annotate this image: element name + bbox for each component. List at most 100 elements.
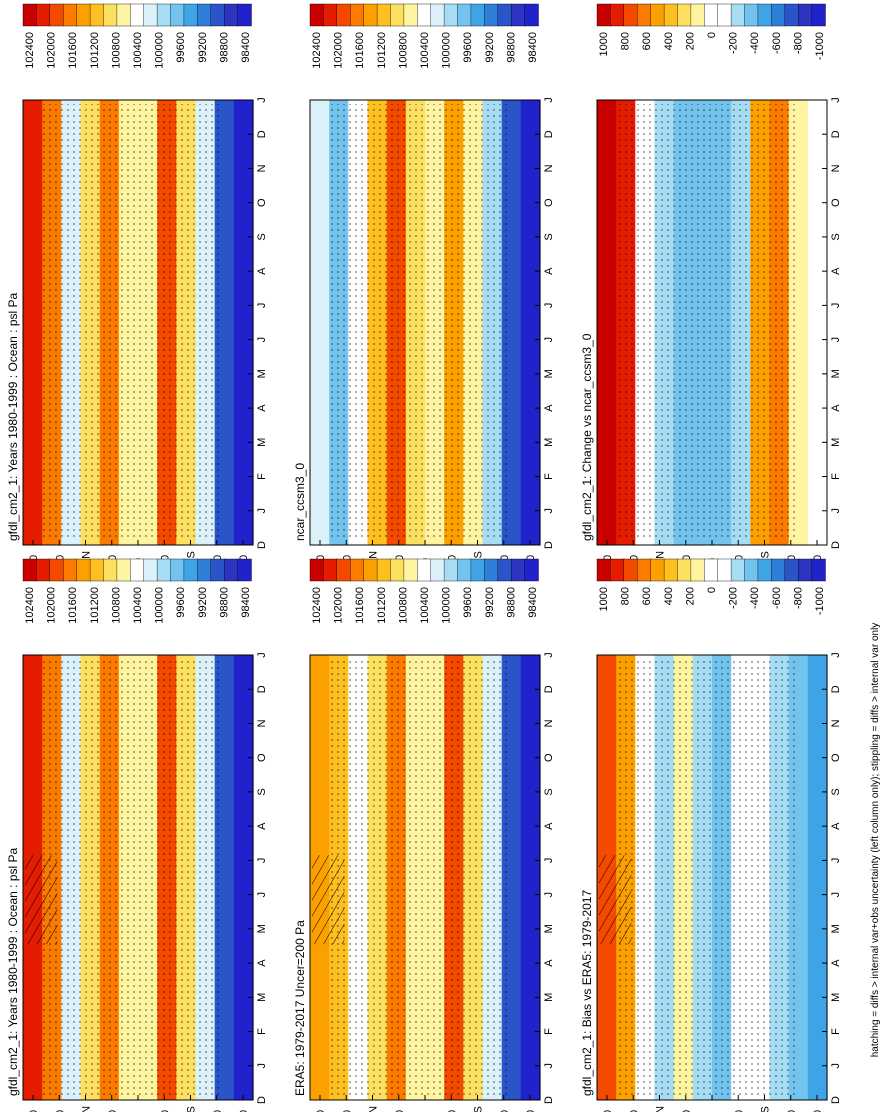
colorbar-swatch bbox=[363, 3, 378, 27]
month-tick-label: M bbox=[543, 369, 555, 378]
colorbar-abs: 102400 102000 101600 101200 100800 100400 1000… bbox=[309, 558, 539, 624]
colorbar-swatch bbox=[730, 3, 746, 27]
colorbar-label: 100000 bbox=[154, 587, 166, 624]
colorbar-label: 200 bbox=[684, 32, 696, 50]
colorbar-label: 800 bbox=[620, 587, 632, 605]
colorbar-label: 100400 bbox=[419, 32, 431, 69]
colorbar-swatch bbox=[443, 3, 459, 27]
lat-tick-label: 20 bbox=[681, 1110, 693, 1112]
month-tick-label: J bbox=[830, 508, 842, 514]
colorbar-label: 99600 bbox=[462, 587, 474, 618]
colorbar-swatch bbox=[623, 558, 638, 582]
lat-tick-label: 80 bbox=[602, 1110, 614, 1112]
month-tick-label: O bbox=[543, 198, 555, 207]
colorbar-label: 101200 bbox=[376, 587, 388, 624]
panel-title: gfdl_cm2_1: Bias vs ERA5: 1979-2017 bbox=[580, 890, 594, 1096]
colorbar-swatch bbox=[309, 3, 325, 27]
month-tick-label: D bbox=[830, 541, 842, 549]
hatching bbox=[312, 855, 345, 945]
colorbar-swatch bbox=[650, 558, 665, 582]
hatching bbox=[599, 855, 632, 945]
month-tick-label: J bbox=[830, 337, 842, 343]
lat-tick-label: 20 bbox=[107, 1110, 119, 1112]
month-tick-label: J bbox=[543, 652, 555, 658]
colorbar-swatch bbox=[237, 558, 252, 582]
colorbar-label: -600 bbox=[771, 587, 783, 609]
colorbar-swatch bbox=[511, 558, 526, 582]
month-tick-label: D bbox=[256, 541, 268, 549]
colorbar-label: 101600 bbox=[67, 587, 79, 624]
month-tick-label: D bbox=[256, 130, 268, 138]
colorbar-diff: 1000 800 600 400 200 0 -200 -400 -600 -800 -1000 bbox=[596, 558, 826, 615]
lat-tick-label: 20 bbox=[733, 1110, 745, 1112]
lat-tick-label: 80 bbox=[525, 1110, 537, 1112]
lat-tick-label: 40S bbox=[186, 1106, 198, 1112]
footer-note: hatching = diffs > internal var+obs unce… bbox=[870, 623, 881, 1058]
colorbar-swatch bbox=[757, 3, 773, 27]
colorbar-swatch bbox=[323, 3, 338, 27]
colorbar-swatch bbox=[390, 3, 405, 27]
colorbar-label: 98800 bbox=[218, 32, 230, 63]
month-tick-label: J bbox=[256, 97, 268, 103]
month-tick-label: A bbox=[830, 822, 842, 830]
colorbar-label: 100400 bbox=[132, 32, 144, 69]
lat-band bbox=[520, 655, 541, 1100]
lat-tick-label: 80 bbox=[238, 1110, 250, 1112]
colorbar-label: 100400 bbox=[419, 587, 431, 624]
month-tick-label: M bbox=[830, 369, 842, 378]
colorbar-swatch bbox=[417, 3, 432, 27]
panel-title: ERA5: 1979-2017 Uncer=200 Pa bbox=[293, 920, 307, 1096]
colorbar-swatch bbox=[596, 3, 612, 27]
colorbar-swatch bbox=[470, 558, 485, 582]
colorbar-label: -400 bbox=[749, 587, 761, 609]
lat-tick-label: 60 bbox=[786, 1110, 798, 1112]
month-tick-label: J bbox=[543, 508, 555, 514]
colorbar-swatch bbox=[210, 558, 225, 582]
panel-model-abs: DJFMAMJJASONDJ806040N2002040S6080gfdl_cm… bbox=[6, 652, 268, 1112]
colorbar-swatch bbox=[798, 3, 813, 27]
month-tick-label: J bbox=[830, 1063, 842, 1069]
colorbar-label: 600 bbox=[641, 32, 653, 50]
lat-tick-label: 40S bbox=[760, 1106, 772, 1112]
hatching bbox=[25, 855, 58, 945]
colorbar-swatch bbox=[336, 3, 351, 27]
month-tick-label: N bbox=[256, 164, 268, 172]
colorbar-label: 99200 bbox=[197, 587, 209, 618]
colorbar-swatch bbox=[22, 558, 38, 582]
month-tick-label: M bbox=[256, 993, 268, 1002]
month-tick-label: F bbox=[543, 473, 555, 480]
colorbar-label: 0 bbox=[706, 32, 718, 38]
colorbar-swatch bbox=[417, 558, 432, 582]
stippling bbox=[328, 104, 508, 541]
colorbar-label: 102400 bbox=[311, 32, 323, 69]
stippling bbox=[41, 104, 221, 541]
month-tick-label: A bbox=[830, 267, 842, 275]
colorbar-swatch bbox=[610, 3, 625, 27]
colorbar-label: 101200 bbox=[89, 587, 101, 624]
month-tick-label: N bbox=[543, 164, 555, 172]
lat-band bbox=[233, 655, 254, 1100]
month-tick-label: J bbox=[830, 97, 842, 103]
colorbar-label: 98400 bbox=[240, 587, 252, 618]
month-tick-label: D bbox=[830, 130, 842, 138]
month-tick-label: A bbox=[830, 404, 842, 412]
colorbar-diff: 1000 800 600 400 200 0 -200 -400 -600 -800 -1000 bbox=[596, 3, 826, 60]
colorbar-swatch bbox=[130, 3, 145, 27]
colorbar-swatch bbox=[22, 3, 38, 27]
colorbar-swatch bbox=[49, 3, 64, 27]
month-tick-label: O bbox=[256, 753, 268, 762]
colorbar-swatch bbox=[430, 558, 445, 582]
month-tick-label: J bbox=[256, 337, 268, 343]
colorbar-label: 98400 bbox=[527, 587, 539, 618]
colorbar-swatch bbox=[116, 3, 132, 27]
colorbar-label: -200 bbox=[728, 587, 740, 609]
lat-tick-label: 60 bbox=[499, 1110, 511, 1112]
colorbar-swatch bbox=[717, 558, 732, 582]
colorbar-label: -800 bbox=[792, 32, 804, 54]
colorbar-label: 98400 bbox=[240, 32, 252, 63]
colorbar-swatch bbox=[457, 558, 472, 582]
month-tick-label: A bbox=[543, 822, 555, 830]
colorbar-abs: 102400 102000 101600 101200 100800 100400 1000… bbox=[22, 558, 252, 624]
month-tick-label: J bbox=[256, 508, 268, 514]
